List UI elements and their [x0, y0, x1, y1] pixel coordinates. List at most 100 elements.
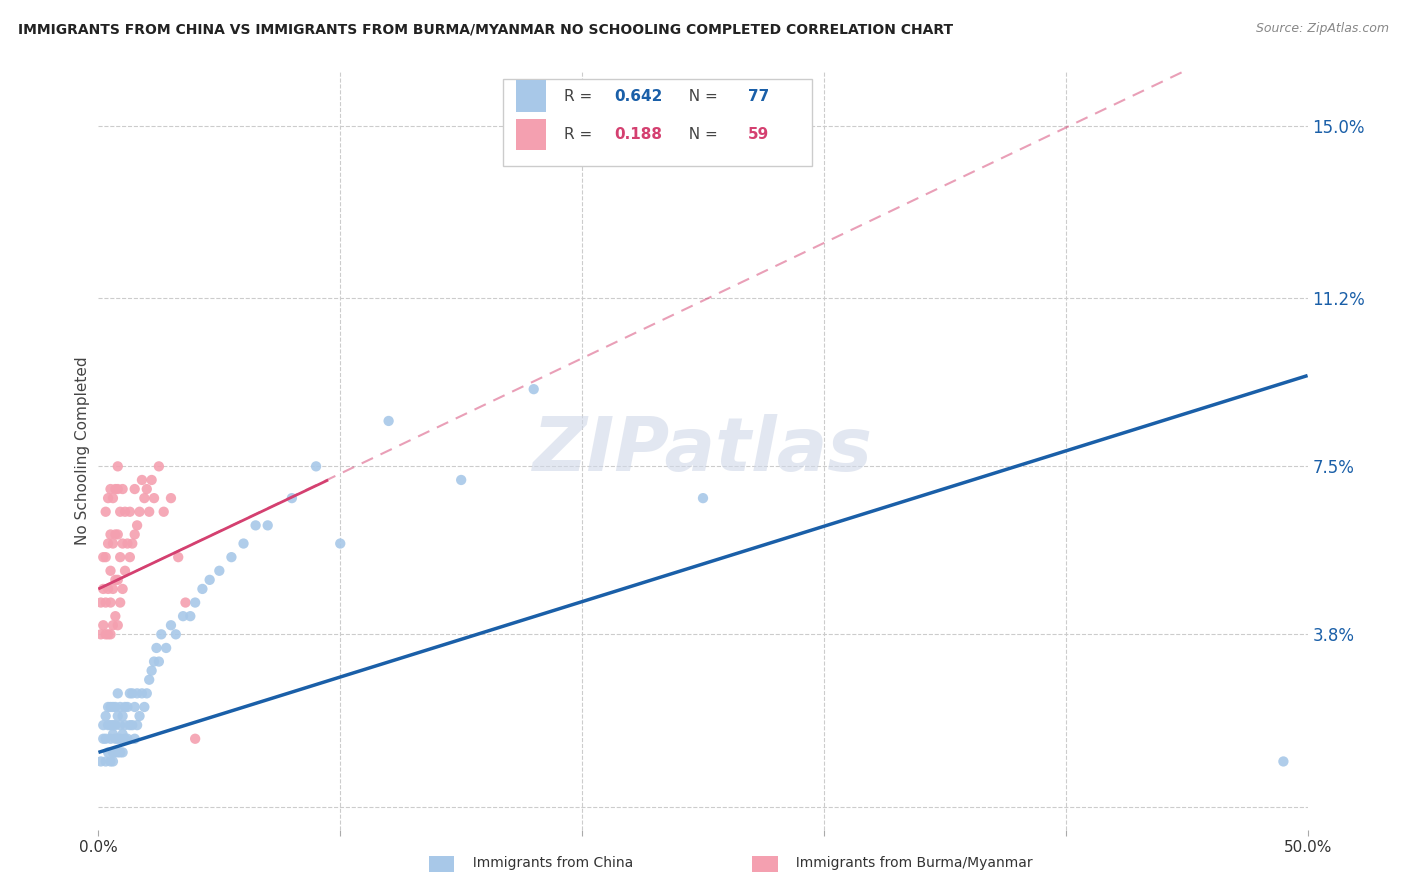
Point: [160, 491, 183, 505]
Point: [111, 582, 134, 596]
Point: [174, 596, 197, 610]
Point: [100, 718, 122, 732]
Point: [107, 709, 129, 723]
Point: [97, 582, 120, 596]
Point: [152, 505, 174, 519]
Point: [101, 491, 124, 505]
Text: N =: N =: [679, 88, 723, 103]
Point: [104, 609, 127, 624]
Point: [127, 686, 149, 700]
Point: [107, 745, 129, 759]
Point: [107, 573, 129, 587]
Point: [232, 536, 254, 550]
Point: [100, 731, 122, 746]
Point: [692, 491, 714, 505]
Point: [107, 459, 129, 474]
Point: [117, 731, 139, 746]
Point: [128, 709, 150, 723]
Point: [118, 686, 141, 700]
Point: [131, 686, 153, 700]
Point: [107, 527, 129, 541]
Point: [94, 550, 117, 565]
Point: [245, 518, 267, 533]
Point: [108, 718, 131, 732]
Bar: [516, 80, 546, 112]
Point: [94, 755, 117, 769]
Point: [104, 718, 127, 732]
Point: [117, 700, 139, 714]
Point: [114, 718, 136, 732]
Point: [305, 459, 328, 474]
Point: [127, 718, 149, 732]
Point: [172, 609, 194, 624]
Point: [108, 700, 131, 714]
Point: [118, 550, 141, 565]
Point: [114, 731, 136, 746]
Point: [121, 686, 143, 700]
Point: [91, 731, 114, 746]
Point: [108, 505, 131, 519]
Text: IMMIGRANTS FROM CHINA VS IMMIGRANTS FROM BURMA/MYANMAR NO SCHOOLING COMPLETED CO: IMMIGRANTS FROM CHINA VS IMMIGRANTS FROM…: [18, 22, 953, 37]
Point: [1272, 755, 1295, 769]
Text: 77: 77: [748, 88, 769, 103]
Point: [141, 473, 163, 487]
Text: Immigrants from China: Immigrants from China: [464, 856, 633, 871]
Point: [138, 673, 160, 687]
Point: [90, 596, 112, 610]
Point: [104, 527, 127, 541]
Point: [184, 731, 207, 746]
Point: [150, 627, 173, 641]
Point: [198, 573, 221, 587]
Point: [97, 491, 120, 505]
Point: [107, 618, 129, 632]
Point: [145, 640, 167, 655]
Point: [155, 640, 177, 655]
Point: [90, 627, 112, 641]
Point: [101, 582, 124, 596]
Point: [108, 745, 131, 759]
Point: [101, 618, 124, 632]
Point: [124, 700, 146, 714]
Point: [100, 627, 122, 641]
Point: [134, 700, 156, 714]
Point: [107, 686, 129, 700]
Point: [114, 564, 136, 578]
Text: R =: R =: [564, 88, 598, 103]
Point: [100, 596, 122, 610]
Point: [165, 627, 187, 641]
Point: [100, 700, 122, 714]
Point: [107, 731, 129, 746]
Point: [114, 700, 136, 714]
Point: [101, 755, 124, 769]
Point: [117, 536, 139, 550]
Point: [90, 755, 112, 769]
Text: ZIPatlas: ZIPatlas: [533, 414, 873, 487]
Point: [91, 718, 114, 732]
Point: [131, 473, 153, 487]
Point: [121, 718, 143, 732]
Point: [128, 505, 150, 519]
Point: [104, 573, 127, 587]
Point: [167, 550, 190, 565]
Point: [184, 596, 207, 610]
Point: [523, 382, 546, 396]
Point: [148, 655, 170, 669]
Point: [111, 709, 134, 723]
Point: [111, 745, 134, 759]
Point: [127, 518, 149, 533]
Point: [94, 731, 117, 746]
Point: [108, 596, 131, 610]
Point: [97, 627, 120, 641]
Text: Source: ZipAtlas.com: Source: ZipAtlas.com: [1256, 22, 1389, 36]
FancyBboxPatch shape: [503, 79, 811, 166]
Point: [91, 582, 114, 596]
Point: [104, 745, 127, 759]
Point: [135, 482, 157, 496]
Point: [114, 505, 136, 519]
Point: [101, 536, 124, 550]
Text: N =: N =: [679, 127, 723, 142]
Text: 59: 59: [748, 127, 769, 142]
Point: [281, 491, 304, 505]
Text: R =: R =: [564, 127, 598, 142]
Point: [108, 731, 131, 746]
